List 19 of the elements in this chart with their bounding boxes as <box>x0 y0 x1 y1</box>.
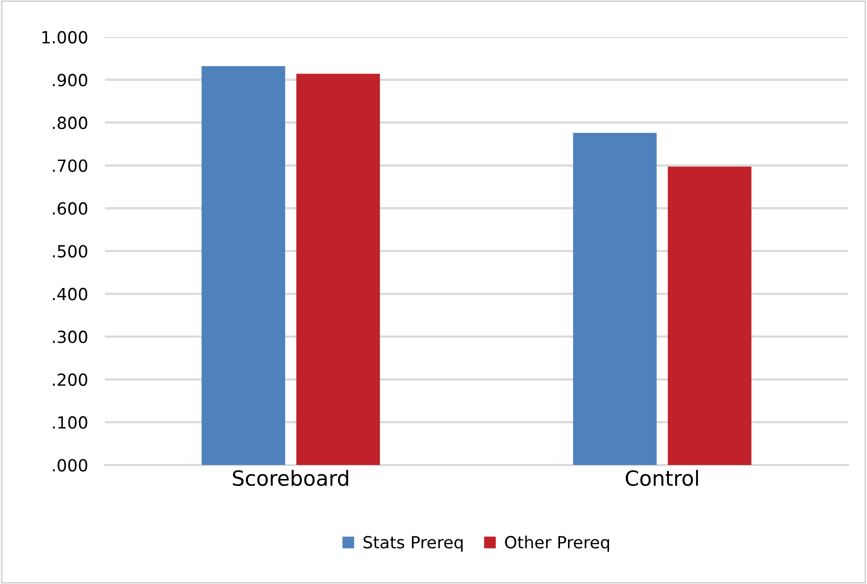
x-tick-label: Control <box>626 470 698 486</box>
y-tick-label: .600 <box>53 202 88 215</box>
y-tick-label: .200 <box>53 373 88 386</box>
y-tick-label: .400 <box>53 288 88 300</box>
y-tick-label: .700 <box>53 159 88 172</box>
y-tick-label: .500 <box>53 244 88 258</box>
legend-label: Other Prereq <box>505 536 610 552</box>
y-tick-label: .000 <box>53 458 88 472</box>
bar <box>202 66 286 465</box>
x-tick-label: Scoreboard <box>232 470 348 486</box>
bar <box>573 132 657 465</box>
legend-label: Stats Prereq <box>364 536 463 552</box>
y-tick-label: .800 <box>53 116 88 130</box>
bar <box>296 74 380 465</box>
y-tick-label: .100 <box>53 416 88 429</box>
y-tick-label: 1.000 <box>42 30 88 44</box>
y-tick-label: .300 <box>53 330 88 344</box>
y-tick-label: .900 <box>53 74 88 86</box>
bar <box>668 166 752 465</box>
